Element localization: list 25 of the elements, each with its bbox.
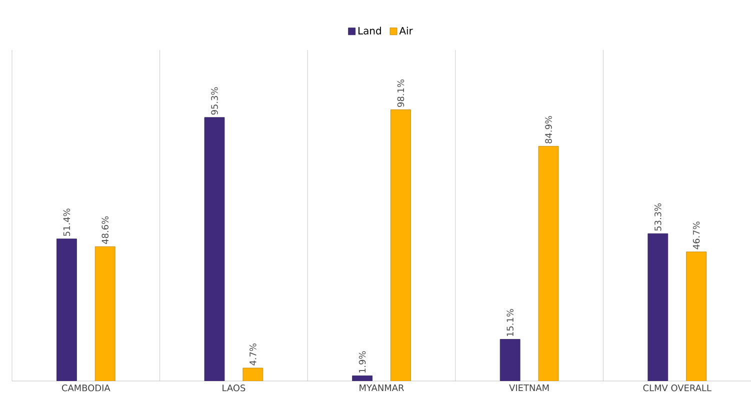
x-tick-label: VIETNAM	[509, 384, 549, 392]
x-tick-label: LAOS	[222, 384, 246, 392]
data-label: 1.9%	[358, 351, 366, 373]
bar	[500, 339, 520, 381]
data-label: 84.9%	[545, 116, 552, 144]
x-tick-label: MYANMAR	[360, 384, 404, 392]
data-label: 48.6%	[102, 216, 109, 244]
legend-label: Air	[399, 26, 413, 34]
bar	[390, 109, 411, 381]
bar	[648, 233, 668, 381]
data-label: 46.7%	[692, 222, 700, 250]
x-tick-label: CAMBODIA	[62, 384, 110, 392]
data-label: 95.3%	[211, 87, 218, 115]
data-label: 98.1%	[397, 79, 404, 107]
data-label: 4.7%	[250, 344, 256, 366]
bar	[538, 146, 559, 381]
data-label: 15.1%	[506, 309, 514, 336]
data-label: 51.4%	[63, 208, 70, 236]
bar	[94, 246, 116, 381]
x-tick-label: CLMV OVERALL	[643, 384, 712, 392]
bar	[56, 238, 77, 381]
legend-label: Land	[358, 26, 381, 35]
bar	[686, 252, 706, 381]
bar	[204, 117, 225, 381]
data-label: 53.3%	[654, 203, 662, 231]
